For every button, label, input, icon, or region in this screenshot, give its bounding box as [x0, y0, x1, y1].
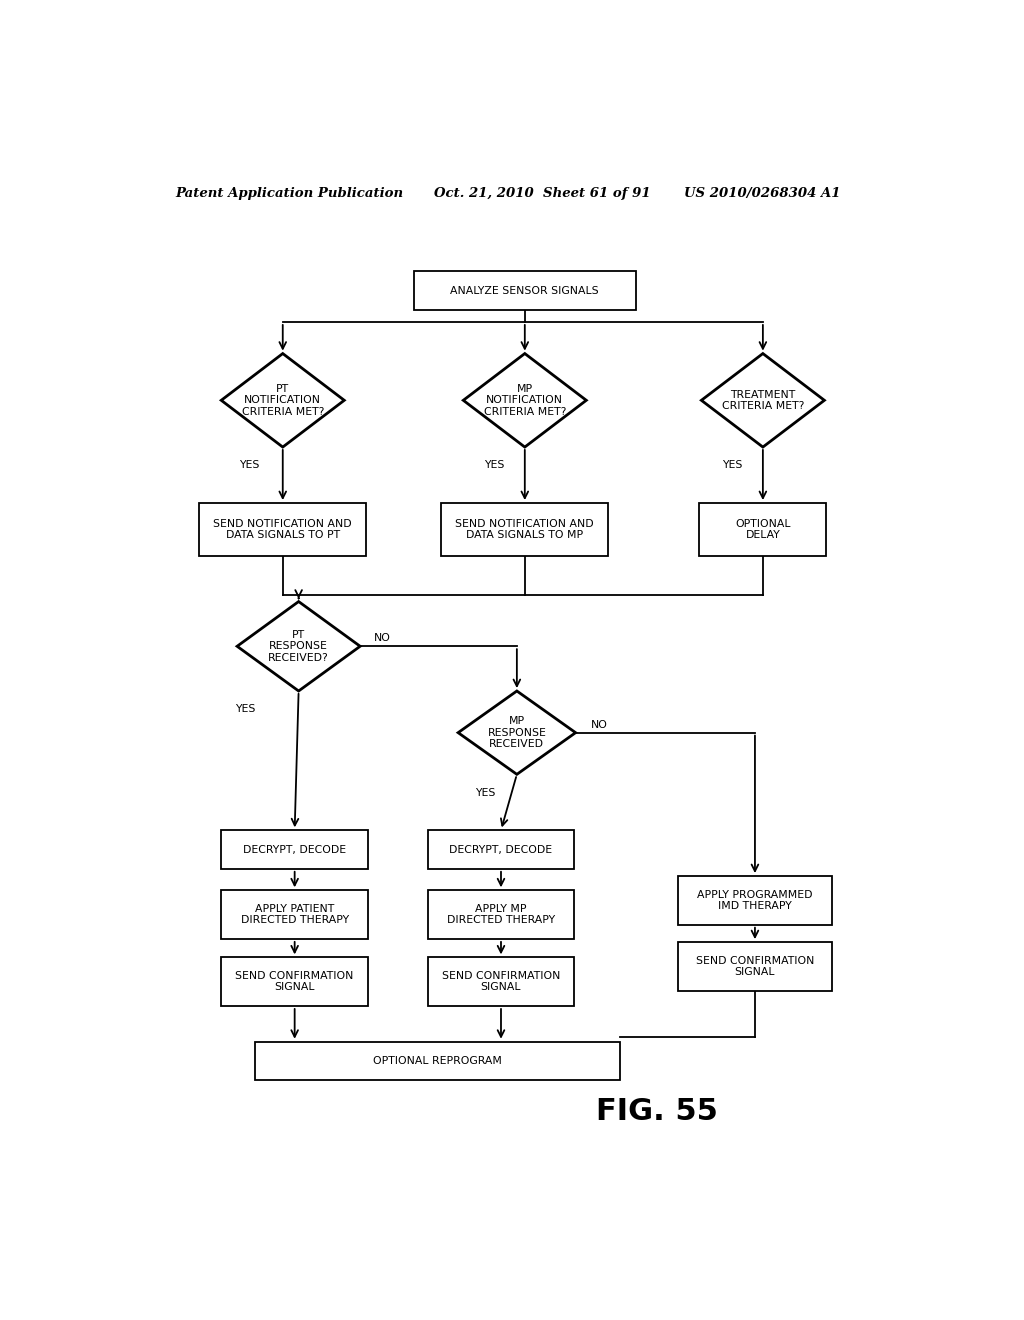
Polygon shape	[458, 690, 575, 775]
FancyBboxPatch shape	[441, 503, 608, 556]
Text: PT
RESPONSE
RECEIVED?: PT RESPONSE RECEIVED?	[268, 630, 329, 663]
Text: APPLY PROGRAMMED
IMD THERAPY: APPLY PROGRAMMED IMD THERAPY	[697, 890, 813, 911]
FancyBboxPatch shape	[699, 503, 826, 556]
Text: ANALYZE SENSOR SIGNALS: ANALYZE SENSOR SIGNALS	[451, 285, 599, 296]
Text: NO: NO	[591, 719, 608, 730]
Text: OPTIONAL
DELAY: OPTIONAL DELAY	[735, 519, 791, 540]
Text: SEND CONFIRMATION
SIGNAL: SEND CONFIRMATION SIGNAL	[236, 972, 354, 993]
Text: YES: YES	[475, 788, 496, 797]
FancyBboxPatch shape	[678, 876, 833, 925]
FancyBboxPatch shape	[428, 890, 574, 939]
Text: YES: YES	[484, 461, 505, 470]
Text: APPLY PATIENT
DIRECTED THERAPY: APPLY PATIENT DIRECTED THERAPY	[241, 904, 349, 925]
Text: US 2010/0268304 A1: US 2010/0268304 A1	[684, 187, 840, 201]
Text: Oct. 21, 2010  Sheet 61 of 91: Oct. 21, 2010 Sheet 61 of 91	[433, 187, 650, 201]
FancyBboxPatch shape	[221, 830, 368, 869]
Text: SEND CONFIRMATION
SIGNAL: SEND CONFIRMATION SIGNAL	[441, 972, 560, 993]
FancyBboxPatch shape	[221, 890, 368, 939]
Text: OPTIONAL REPROGRAM: OPTIONAL REPROGRAM	[373, 1056, 502, 1067]
Text: DECRYPT, DECODE: DECRYPT, DECODE	[243, 845, 346, 854]
Text: PT
NOTIFICATION
CRITERIA MET?: PT NOTIFICATION CRITERIA MET?	[242, 384, 324, 417]
Text: DECRYPT, DECODE: DECRYPT, DECODE	[450, 845, 553, 854]
FancyBboxPatch shape	[255, 1041, 620, 1080]
Text: TREATMENT
CRITERIA MET?: TREATMENT CRITERIA MET?	[722, 389, 804, 411]
Polygon shape	[463, 354, 587, 447]
FancyBboxPatch shape	[221, 957, 368, 1006]
Text: FIG. 55: FIG. 55	[596, 1097, 718, 1126]
Text: YES: YES	[240, 461, 260, 470]
Text: SEND NOTIFICATION AND
DATA SIGNALS TO MP: SEND NOTIFICATION AND DATA SIGNALS TO MP	[456, 519, 594, 540]
Text: Patent Application Publication: Patent Application Publication	[176, 187, 403, 201]
Text: YES: YES	[234, 705, 255, 714]
Text: SEND CONFIRMATION
SIGNAL: SEND CONFIRMATION SIGNAL	[695, 956, 814, 977]
Text: APPLY MP
DIRECTED THERAPY: APPLY MP DIRECTED THERAPY	[446, 904, 555, 925]
Polygon shape	[701, 354, 824, 447]
Text: YES: YES	[723, 461, 742, 470]
Polygon shape	[221, 354, 344, 447]
FancyBboxPatch shape	[428, 957, 574, 1006]
FancyBboxPatch shape	[200, 503, 367, 556]
Text: NO: NO	[374, 634, 391, 643]
Polygon shape	[238, 602, 360, 690]
Text: MP
RESPONSE
RECEIVED: MP RESPONSE RECEIVED	[487, 715, 546, 750]
FancyBboxPatch shape	[678, 942, 833, 991]
FancyBboxPatch shape	[428, 830, 574, 869]
Text: MP
NOTIFICATION
CRITERIA MET?: MP NOTIFICATION CRITERIA MET?	[483, 384, 566, 417]
Text: SEND NOTIFICATION AND
DATA SIGNALS TO PT: SEND NOTIFICATION AND DATA SIGNALS TO PT	[213, 519, 352, 540]
FancyBboxPatch shape	[414, 271, 636, 310]
